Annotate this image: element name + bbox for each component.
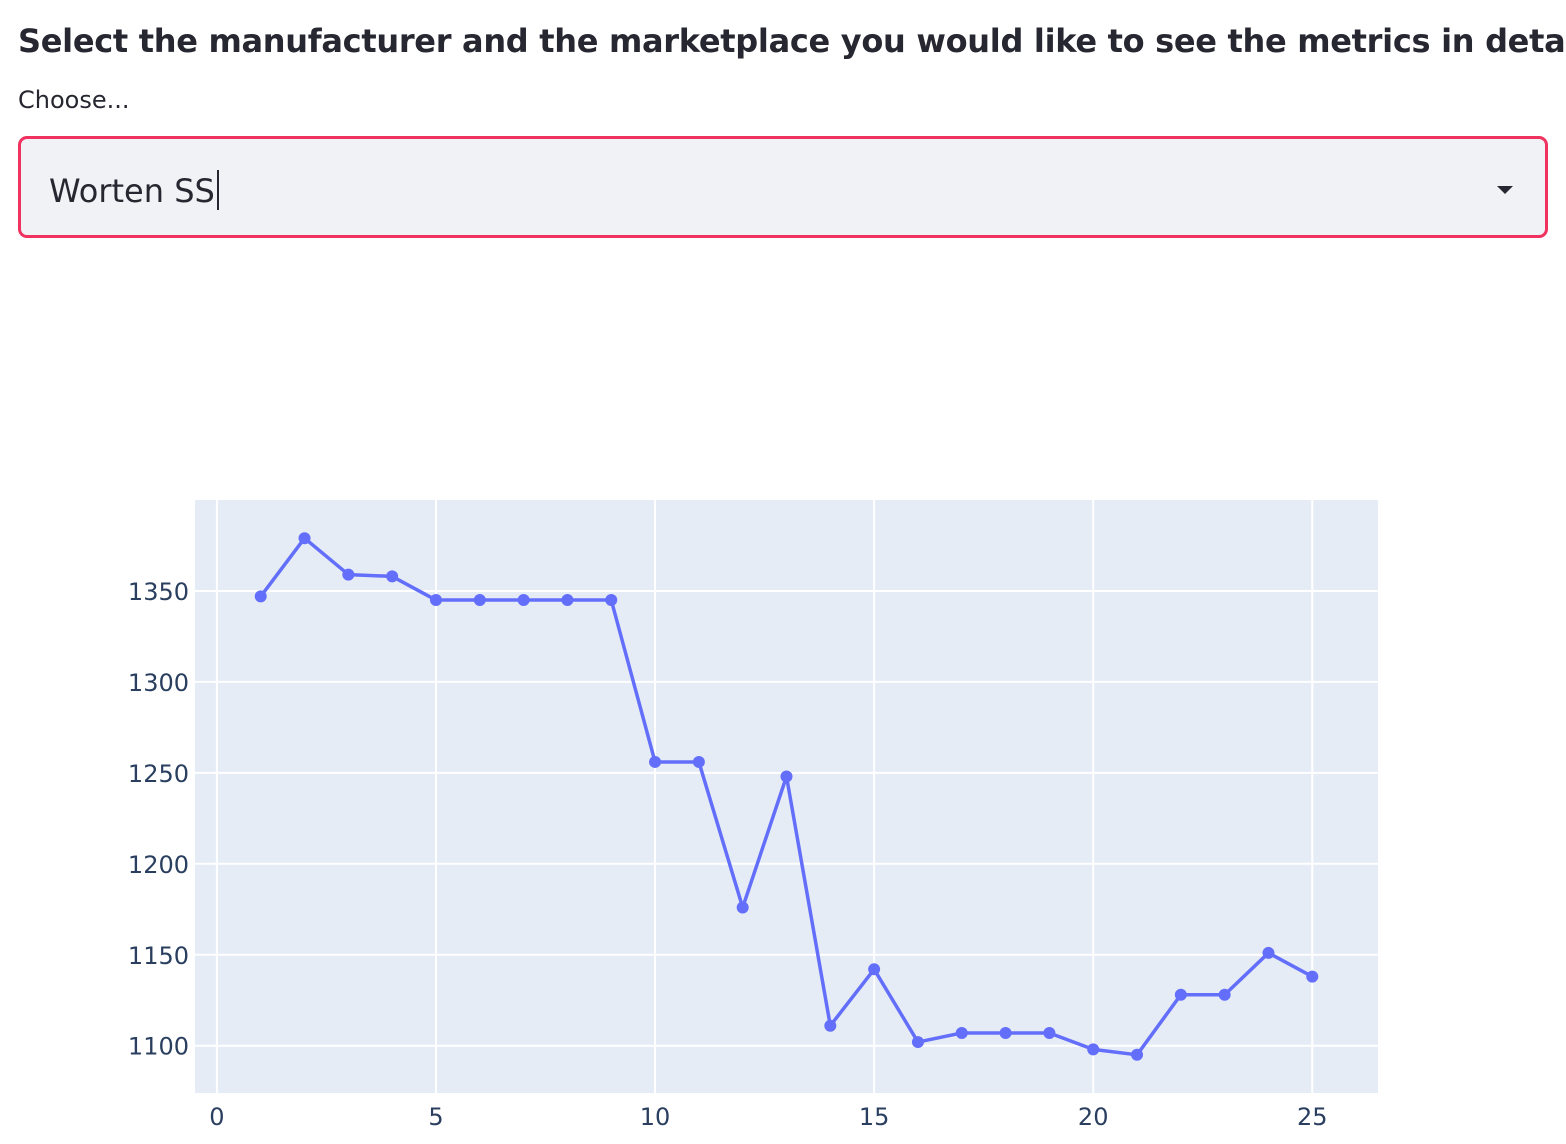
data-point xyxy=(254,590,267,603)
data-point xyxy=(1306,970,1319,983)
select-value-text: Worten SS xyxy=(49,172,215,210)
plot-area xyxy=(195,500,1378,1093)
data-point xyxy=(649,755,662,768)
data-point xyxy=(692,755,705,768)
data-point xyxy=(868,963,881,976)
data-point xyxy=(473,594,486,607)
data-point xyxy=(1087,1043,1100,1056)
data-point xyxy=(780,770,793,783)
manufacturer-marketplace-select[interactable]: Worten SS xyxy=(18,136,1548,238)
x-tick-label: 25 xyxy=(1297,1103,1328,1131)
y-tick-label: 1200 xyxy=(128,851,189,879)
text-cursor xyxy=(216,170,219,210)
data-point xyxy=(911,1036,924,1049)
select-input[interactable]: Worten SS xyxy=(49,170,219,210)
data-point xyxy=(342,568,355,581)
data-point xyxy=(298,532,311,545)
chevron-down-icon[interactable] xyxy=(1497,186,1513,194)
data-point xyxy=(1043,1026,1056,1039)
select-label: Choose... xyxy=(18,86,130,114)
x-tick-label: 15 xyxy=(859,1103,890,1131)
data-point xyxy=(824,1019,837,1032)
x-tick-label: 0 xyxy=(209,1103,224,1131)
data-point xyxy=(1131,1048,1144,1061)
data-point xyxy=(429,594,442,607)
data-point xyxy=(999,1026,1012,1039)
x-tick-label: 10 xyxy=(640,1103,671,1131)
x-tick-label: 20 xyxy=(1078,1103,1109,1131)
data-point xyxy=(1174,988,1187,1001)
data-point xyxy=(605,594,618,607)
y-tick-label: 1350 xyxy=(128,578,189,606)
y-tick-label: 1150 xyxy=(128,942,189,970)
data-point xyxy=(561,594,574,607)
y-tick-label: 1300 xyxy=(128,669,189,697)
y-tick-label: 1250 xyxy=(128,760,189,788)
data-point xyxy=(1262,946,1275,959)
data-point xyxy=(955,1026,968,1039)
data-point xyxy=(1218,988,1231,1001)
data-point xyxy=(736,901,749,914)
data-point xyxy=(517,594,530,607)
page-heading: Select the manufacturer and the marketpl… xyxy=(18,22,1566,60)
x-tick-label: 5 xyxy=(428,1103,443,1131)
y-tick-label: 1100 xyxy=(128,1033,189,1061)
data-point xyxy=(386,570,399,583)
